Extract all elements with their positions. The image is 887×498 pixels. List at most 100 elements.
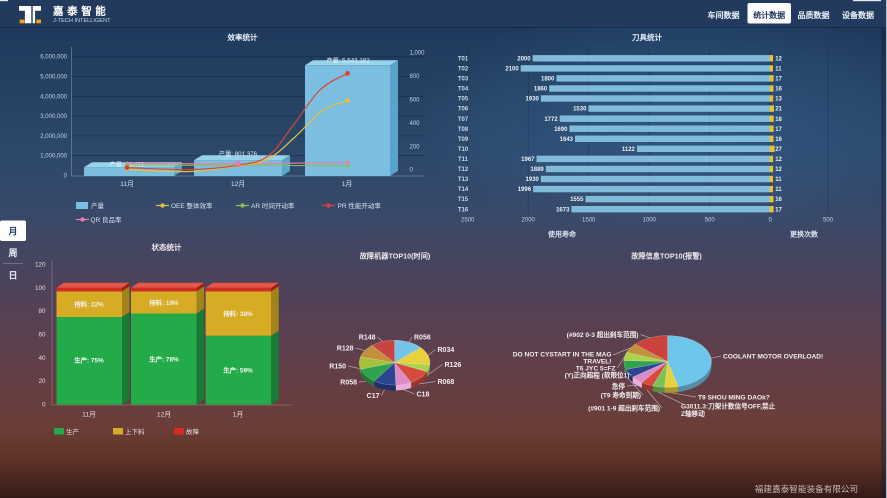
svg-text:待料: 19%: 待料: 19% xyxy=(149,298,179,307)
svg-text:产量: 5,543,182: 产量: 5,543,182 xyxy=(326,57,370,65)
svg-text:12: 12 xyxy=(775,167,782,173)
svg-text:40: 40 xyxy=(38,355,46,362)
svg-text:G3011.3:刀架计数信号OFF,禁止: G3011.3:刀架计数信号OFF,禁止 xyxy=(681,402,776,411)
svg-text:11月: 11月 xyxy=(120,180,134,188)
svg-text:PR 性能开动率: PR 性能开动率 xyxy=(338,201,382,210)
svg-text:Z轴移动: Z轴移动 xyxy=(681,409,705,418)
svg-text:500: 500 xyxy=(823,218,834,224)
svg-text:R128: R128 xyxy=(337,346,354,353)
svg-text:DO NOT CYSTART IN THE MAG: DO NOT CYSTART IN THE MAG xyxy=(513,352,612,359)
svg-text:AR 时间开动率: AR 时间开动率 xyxy=(251,201,295,210)
svg-text:1530: 1530 xyxy=(573,107,587,113)
svg-text:100: 100 xyxy=(35,285,46,292)
svg-text:产量: 801,376: 产量: 801,376 xyxy=(219,150,258,158)
svg-text:21: 21 xyxy=(775,107,782,113)
svg-text:T08: T08 xyxy=(458,127,469,133)
svg-text:4,000,000: 4,000,000 xyxy=(40,94,67,100)
svg-text:故障机器TOP10(时间): 故障机器TOP10(时间) xyxy=(360,252,431,261)
svg-text:1930: 1930 xyxy=(526,177,540,183)
svg-text:1860: 1860 xyxy=(534,87,548,93)
svg-text:1930: 1930 xyxy=(526,97,540,103)
svg-text:3,000,000: 3,000,000 xyxy=(40,114,67,120)
svg-text:1690: 1690 xyxy=(554,127,568,133)
svg-text:日: 日 xyxy=(8,271,17,281)
svg-text:统计数据: 统计数据 xyxy=(753,10,785,20)
svg-text:0: 0 xyxy=(410,168,414,174)
svg-text:(#901 1-9 超出刹车范围): (#901 1-9 超出刹车范围) xyxy=(588,404,660,413)
svg-text:80: 80 xyxy=(38,308,46,315)
svg-text:QR 良品率: QR 良品率 xyxy=(91,215,123,224)
svg-text:R056: R056 xyxy=(414,335,431,342)
svg-text:12: 12 xyxy=(775,56,782,62)
svg-text:J-TECH INTELLIGENT: J-TECH INTELLIGENT xyxy=(53,18,111,24)
svg-text:T02: T02 xyxy=(458,66,469,72)
svg-text:福建嘉泰智能装备有限公司: 福建嘉泰智能装备有限公司 xyxy=(755,483,858,494)
svg-text:400: 400 xyxy=(410,121,421,127)
svg-text:效率统计: 效率统计 xyxy=(228,32,258,42)
svg-text:T9 SHOU MING DAOk?: T9 SHOU MING DAOk? xyxy=(698,395,770,402)
svg-text:R068: R068 xyxy=(438,379,455,386)
svg-text:(#902 0-3 超出刹车范围): (#902 0-3 超出刹车范围) xyxy=(567,330,639,339)
svg-text:1000: 1000 xyxy=(643,218,657,224)
svg-text:0: 0 xyxy=(42,402,46,409)
svg-text:2,000,000: 2,000,000 xyxy=(40,134,67,140)
svg-text:12: 12 xyxy=(775,157,782,163)
svg-text:500: 500 xyxy=(705,218,716,224)
svg-text:C17: C17 xyxy=(367,393,380,400)
svg-text:故障: 故障 xyxy=(186,427,200,436)
svg-text:使用寿命: 使用寿命 xyxy=(547,230,577,239)
svg-text:11: 11 xyxy=(775,187,782,193)
svg-text:状态统计: 状态统计 xyxy=(152,242,182,252)
svg-text:60: 60 xyxy=(38,332,46,339)
svg-text:生产: 59%: 生产: 59% xyxy=(223,366,253,375)
svg-text:2000: 2000 xyxy=(517,56,531,62)
svg-text:17: 17 xyxy=(775,207,782,213)
svg-text:1,000,000: 1,000,000 xyxy=(40,154,67,160)
svg-text:20: 20 xyxy=(38,378,46,385)
svg-text:T12: T12 xyxy=(458,167,469,173)
svg-text:设备数据: 设备数据 xyxy=(842,10,874,20)
svg-text:T01: T01 xyxy=(458,56,469,62)
svg-text:生产: 生产 xyxy=(66,427,80,436)
svg-text:R148: R148 xyxy=(359,335,376,342)
svg-text:2000: 2000 xyxy=(522,218,536,224)
svg-text:T14: T14 xyxy=(458,187,469,193)
svg-text:生产: 75%: 生产: 75% xyxy=(74,356,104,365)
svg-text:生产: 78%: 生产: 78% xyxy=(149,355,179,364)
svg-text:11: 11 xyxy=(775,177,782,183)
svg-text:6,000,000: 6,000,000 xyxy=(40,55,67,61)
svg-text:1500: 1500 xyxy=(582,218,596,224)
svg-text:嘉泰智能: 嘉泰智能 xyxy=(52,5,109,18)
svg-text:11月: 11月 xyxy=(82,411,96,419)
svg-text:(T9 寿命到期): (T9 寿命到期) xyxy=(601,391,641,400)
svg-text:R150: R150 xyxy=(329,364,346,371)
svg-text:(Y)正向超程 (软限位1): (Y)正向超程 (软限位1) xyxy=(565,371,630,380)
svg-text:16: 16 xyxy=(775,87,782,93)
svg-text:T06: T06 xyxy=(458,107,469,113)
svg-text:200: 200 xyxy=(410,145,421,151)
svg-text:故障信息TOP10(报警): 故障信息TOP10(报警) xyxy=(631,252,702,261)
svg-text:T13: T13 xyxy=(458,177,469,183)
svg-text:T6 JYC 5=FZ: T6 JYC 5=FZ xyxy=(576,366,616,373)
svg-text:1673: 1673 xyxy=(556,207,570,213)
svg-text:待料: 22%: 待料: 22% xyxy=(74,300,104,309)
svg-text:1月: 1月 xyxy=(342,180,353,188)
svg-text:800: 800 xyxy=(410,74,421,80)
svg-text:T16: T16 xyxy=(458,207,469,213)
svg-text:120: 120 xyxy=(35,262,46,269)
svg-text:0: 0 xyxy=(64,174,68,180)
svg-text:1555: 1555 xyxy=(570,197,584,203)
svg-text:品质数据: 品质数据 xyxy=(798,10,830,20)
svg-text:27: 27 xyxy=(775,147,782,153)
svg-text:C18: C18 xyxy=(417,392,430,399)
svg-text:1967: 1967 xyxy=(521,157,535,163)
svg-text:上下料: 上下料 xyxy=(125,427,145,436)
svg-text:急停: 急停 xyxy=(612,382,626,391)
svg-text:12月: 12月 xyxy=(231,180,245,188)
svg-text:T09: T09 xyxy=(458,137,469,143)
svg-text:16: 16 xyxy=(775,197,782,203)
svg-text:1643: 1643 xyxy=(560,137,574,143)
svg-text:刀具统计: 刀具统计 xyxy=(632,32,662,42)
svg-text:0: 0 xyxy=(769,218,773,224)
svg-text:T15: T15 xyxy=(458,197,469,203)
